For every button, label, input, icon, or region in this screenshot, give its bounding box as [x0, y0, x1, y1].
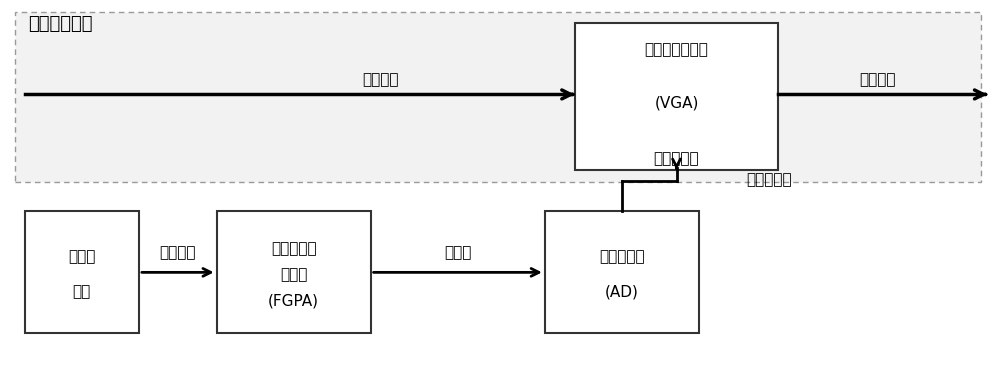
Text: 信号输入: 信号输入 [362, 73, 399, 88]
Text: (VGA): (VGA) [654, 96, 699, 111]
Bar [575, 23, 778, 170]
Text: 信号接收通路: 信号接收通路 [28, 15, 92, 33]
Text: 控制器: 控制器 [280, 267, 307, 282]
Text: 可变电压值: 可变电压值 [746, 172, 792, 187]
Text: 现场可编程: 现场可编程 [271, 242, 316, 257]
Text: (AD): (AD) [605, 285, 639, 300]
Bar [25, 211, 139, 334]
Text: 程控总线: 程控总线 [160, 245, 196, 260]
Bar [15, 12, 981, 182]
Text: 电压调节端: 电压调节端 [654, 151, 699, 167]
Text: 数字量: 数字量 [444, 245, 471, 260]
Text: 上位机: 上位机 [68, 249, 96, 264]
Text: (FGPA): (FGPA) [268, 293, 319, 309]
Text: 信号输出: 信号输出 [860, 73, 896, 88]
Bar [217, 211, 371, 334]
Text: 可变增益放大器: 可变增益放大器 [645, 42, 708, 57]
Bar [545, 211, 699, 334]
Text: 软件: 软件 [73, 285, 91, 300]
Text: 数模转换器: 数模转换器 [599, 249, 645, 264]
